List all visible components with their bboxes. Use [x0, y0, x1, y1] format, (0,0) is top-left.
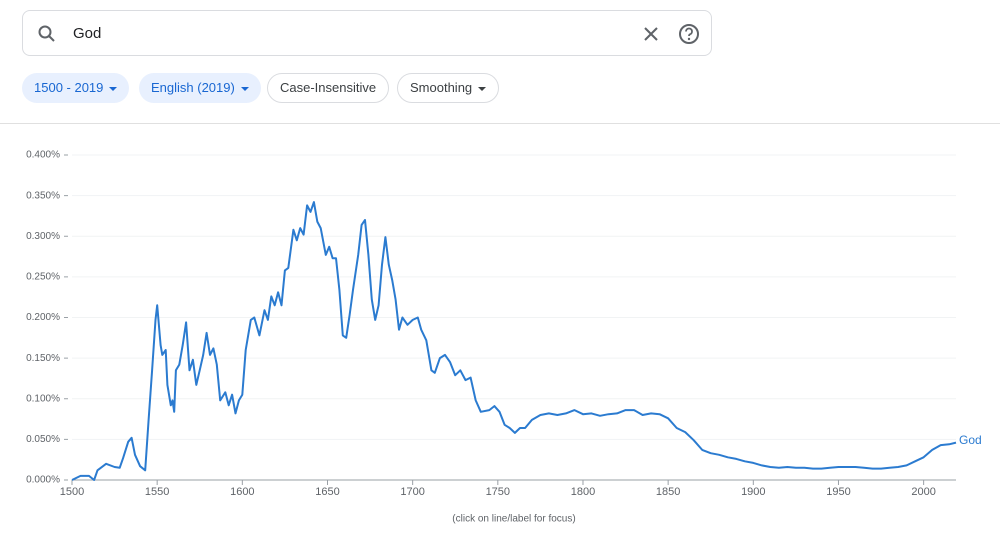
chip-label: Smoothing	[410, 80, 473, 95]
chip-label: English (2019)	[151, 80, 235, 95]
case-chip[interactable]: Case-Insensitive	[267, 73, 390, 103]
x-tick-label: 1750	[486, 486, 510, 498]
x-tick-label: 1500	[60, 486, 84, 498]
y-tick-label: 0.050%	[26, 434, 60, 445]
y-tick-label: 0.300%	[26, 231, 60, 242]
chip-label: Case-Insensitive	[280, 80, 377, 95]
x-tick-label: 2000	[911, 486, 935, 498]
search-query[interactable]: God	[73, 25, 102, 42]
x-tick-label: 1800	[571, 486, 595, 498]
help-icon[interactable]	[678, 23, 700, 45]
divider	[0, 123, 1000, 124]
y-tick-label: 0.400%	[26, 150, 60, 161]
series-label[interactable]: God	[959, 433, 982, 447]
y-tick-label: 0.350%	[26, 190, 60, 201]
series-line[interactable]	[71, 201, 957, 481]
y-tick-label: 0.100%	[26, 393, 60, 404]
x-tick-label: 1950	[826, 486, 850, 498]
y-tick-label: 0.200%	[26, 312, 60, 323]
x-tick-label: 1550	[145, 486, 169, 498]
search-box[interactable]: God	[22, 10, 712, 56]
y-tick-label: 0.000%	[26, 475, 60, 486]
y-tick-label: 0.150%	[26, 353, 60, 364]
search-icon	[38, 25, 55, 42]
x-tick-label: 1850	[656, 486, 680, 498]
x-tick-label: 1900	[741, 486, 765, 498]
clear-icon[interactable]	[641, 24, 661, 44]
y-tick-label: 0.250%	[26, 272, 60, 283]
smoothing-chip[interactable]: Smoothing	[397, 73, 500, 103]
chart-note: (click on line/label for focus)	[452, 514, 575, 525]
x-tick-label: 1600	[230, 486, 254, 498]
date-range-chip[interactable]: 1500 - 2019	[22, 73, 130, 103]
x-tick-label: 1650	[315, 486, 339, 498]
chip-label: 1500 - 2019	[34, 80, 104, 95]
corpus-chip[interactable]: English (2019)	[139, 73, 261, 103]
x-tick-label: 1700	[400, 486, 424, 498]
